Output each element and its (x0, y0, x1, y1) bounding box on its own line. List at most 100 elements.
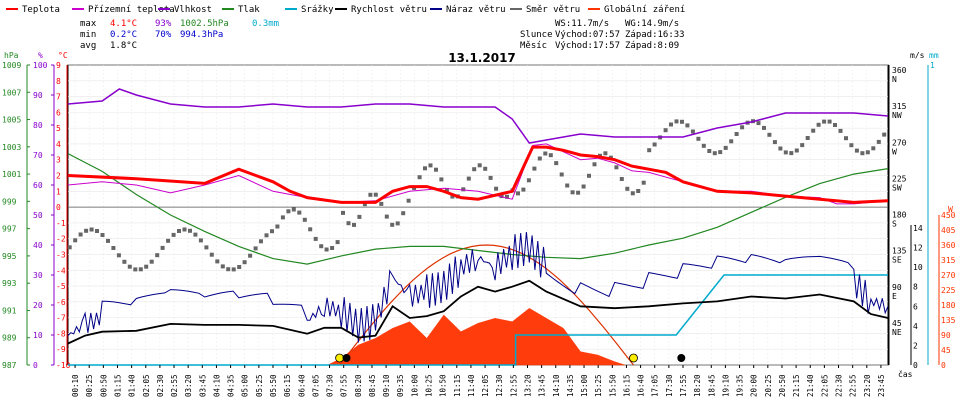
moon-rise: Východ:17:57 (555, 41, 620, 51)
x-tick-label: 08:45 (368, 374, 377, 397)
wind-direction-point (466, 176, 471, 181)
tick-celsius: -6 (56, 298, 66, 307)
wind-direction-point (740, 125, 745, 130)
wind-direction-point (177, 229, 181, 233)
wind-direction-point (488, 175, 493, 180)
x-tick-label: 13:20 (524, 374, 533, 397)
radiation-arc (339, 244, 634, 366)
x-tick-label: 11:15 (453, 374, 462, 397)
x-tick-label: 12:55 (509, 374, 518, 397)
plot-frame (67, 64, 889, 366)
wind-direction-point (674, 119, 679, 124)
tick-percent: 70 (33, 151, 43, 160)
tick-percent: 0 (33, 361, 38, 370)
legend-item: Rychlost větru (351, 5, 427, 15)
tick-ms: 14 (913, 224, 923, 233)
wind-direction-point (603, 151, 608, 156)
wind-direction-point (477, 163, 482, 168)
series-wind-speed (67, 279, 889, 345)
x-tick-label: 05:50 (269, 374, 278, 397)
x-tick-label: 05:00 (241, 374, 250, 397)
wind-direction-point (406, 198, 411, 203)
x-tick-label: 00:50 (99, 374, 108, 397)
moon-marker-icon (677, 354, 686, 362)
wind-direction-point (707, 149, 712, 153)
wind-direction-point (231, 267, 236, 272)
tick-hpa: 989 (2, 334, 17, 343)
tick-direction-label: W (892, 147, 897, 156)
x-tick-label: 07:55 (340, 374, 349, 397)
wind-direction-point (860, 151, 865, 156)
tick-percent: 50 (33, 211, 43, 220)
wind-direction-point (297, 210, 302, 215)
wind-direction-point (543, 151, 548, 156)
wind-direction-point (521, 187, 526, 192)
axis-title-hpa: hPa (4, 51, 19, 60)
series-global-radiation (327, 307, 625, 366)
wind-direction-point (587, 173, 591, 178)
wind-direction-point (270, 229, 274, 234)
wind-direction-point (794, 148, 799, 153)
tick-celsius: 8 (56, 77, 61, 86)
x-tick-label: 22:55 (849, 374, 858, 397)
tick-w: 90 (941, 331, 951, 340)
tick-direction: 270 (892, 138, 907, 147)
axes: 1009100710051003100199999799599399198998… (2, 61, 956, 370)
wind-direction-point (767, 132, 772, 137)
wind-direction-point (871, 146, 876, 151)
wind-direction-point (275, 224, 280, 229)
wind-direction-point (756, 121, 761, 126)
tick-celsius: 1 (56, 187, 61, 196)
tick-ms: 8 (913, 283, 918, 292)
stat-wind-speed: WS:11.7m/s (555, 19, 609, 29)
wind-direction-point (685, 123, 690, 128)
x-tick-label: 10:50 (439, 374, 448, 397)
wind-direction-point (291, 207, 296, 212)
tick-celsius: -2 (56, 235, 66, 244)
wind-direction-point (581, 184, 586, 189)
tick-hpa: 1009 (2, 61, 21, 70)
axis-title-celsius: °C (58, 51, 68, 60)
x-tick-label: 20:00 (750, 374, 759, 397)
wind-direction-point (373, 192, 378, 197)
stat-max-label: max (80, 19, 97, 29)
stat-min-hum: 70% (155, 30, 172, 40)
wind-direction-point (204, 245, 209, 250)
tick-w: 180 (941, 301, 956, 310)
wind-direction-point (171, 232, 176, 237)
wind-direction-point (696, 136, 701, 141)
tick-hpa: 1007 (2, 88, 21, 97)
wind-direction-point (379, 201, 384, 206)
axis-title-mm: mm (929, 51, 939, 60)
wind-direction-point (280, 215, 285, 220)
tick-celsius: 3 (56, 156, 61, 165)
wind-direction-point (701, 143, 706, 148)
x-tick-label: 16:15 (622, 374, 631, 397)
x-tick-label: 06:40 (297, 374, 306, 397)
tick-ms: 2 (913, 341, 918, 350)
x-tick-label: 14:10 (552, 374, 561, 397)
wind-direction-point (215, 259, 220, 264)
wind-direction-point (636, 189, 641, 193)
stat-min-label: min (80, 30, 96, 40)
stat-min-press: 994.3hPa (180, 30, 223, 40)
tick-direction: 315 (892, 102, 907, 111)
tick-celsius: -7 (56, 314, 66, 323)
wind-direction-point (390, 222, 395, 227)
stat-max-temp: 4.1°C (110, 19, 137, 29)
tick-celsius: -3 (56, 250, 66, 259)
wind-direction-point (67, 245, 72, 250)
wind-direction-point (532, 166, 537, 171)
x-tick-label: 04:10 (212, 374, 221, 397)
wind-direction-point (690, 129, 695, 134)
x-tick-label: 21:40 (806, 374, 815, 397)
wind-direction-point (827, 119, 832, 124)
tick-direction-label: NE (892, 328, 902, 337)
legend-item: Směr větru (526, 5, 580, 15)
tick-w: 135 (941, 316, 956, 325)
tick-direction: 135 (892, 247, 907, 256)
tick-w: 450 (941, 211, 956, 220)
wind-direction-point (838, 128, 843, 133)
x-tick-label: 12:30 (495, 374, 504, 397)
wind-direction-point (89, 227, 94, 232)
